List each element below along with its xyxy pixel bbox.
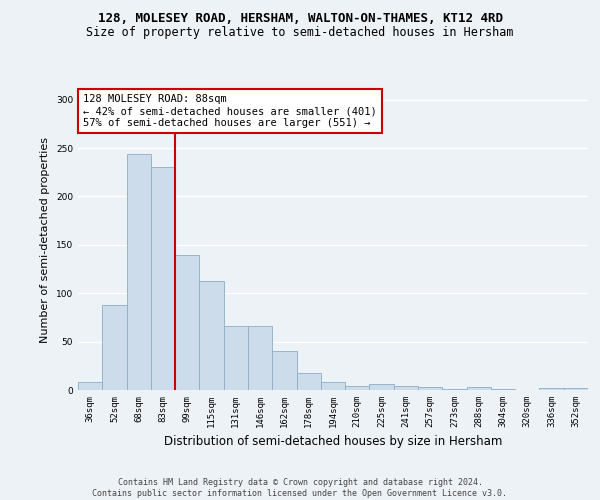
Y-axis label: Number of semi-detached properties: Number of semi-detached properties (40, 137, 50, 343)
Bar (151, 168, 175, 390)
Bar (491, 389, 515, 390)
Bar (564, 388, 588, 390)
X-axis label: Distribution of semi-detached houses by size in Hersham: Distribution of semi-detached houses by … (164, 436, 502, 448)
Bar (224, 326, 248, 390)
Bar (467, 387, 491, 390)
Bar (102, 305, 127, 390)
Bar (539, 388, 564, 390)
Text: 128 MOLESEY ROAD: 88sqm
← 42% of semi-detached houses are smaller (401)
57% of s: 128 MOLESEY ROAD: 88sqm ← 42% of semi-de… (83, 94, 377, 128)
Bar (370, 384, 394, 390)
Bar (442, 389, 467, 390)
Bar (272, 352, 296, 390)
Text: 128, MOLESEY ROAD, HERSHAM, WALTON-ON-THAMES, KT12 4RD: 128, MOLESEY ROAD, HERSHAM, WALTON-ON-TH… (97, 12, 503, 26)
Text: Size of property relative to semi-detached houses in Hersham: Size of property relative to semi-detach… (86, 26, 514, 39)
Text: Contains HM Land Registry data © Crown copyright and database right 2024.
Contai: Contains HM Land Registry data © Crown c… (92, 478, 508, 498)
Bar (418, 387, 442, 390)
Bar (394, 386, 418, 390)
Bar (345, 386, 370, 390)
Bar (199, 280, 224, 390)
Bar (296, 372, 321, 390)
Bar (321, 382, 345, 390)
Bar (175, 254, 199, 390)
Bar (248, 326, 272, 390)
Bar (127, 154, 151, 390)
Bar (78, 382, 102, 390)
